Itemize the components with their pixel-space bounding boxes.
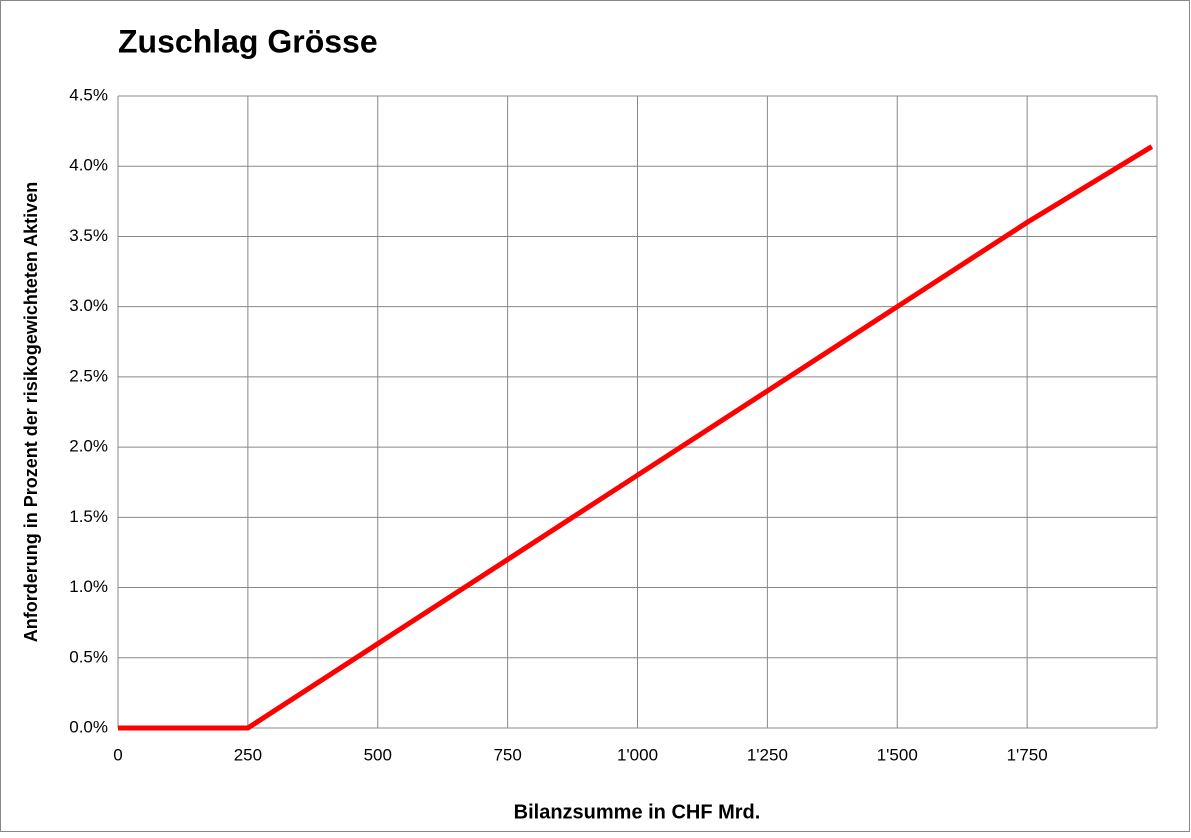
line-series <box>118 144 1154 731</box>
y-tick-label: 2.5% <box>69 366 108 385</box>
x-tick-label: 1'000 <box>617 745 658 764</box>
x-tick-label: 250 <box>234 745 262 764</box>
y-tick-label: 4.0% <box>69 156 108 175</box>
y-tick-label: 4.5% <box>69 85 108 104</box>
x-tick-label: 0 <box>113 745 122 764</box>
x-tick-label: 1'750 <box>1007 745 1048 764</box>
x-tick-label: 750 <box>493 745 521 764</box>
y-tick-label: 0.0% <box>69 717 108 736</box>
y-axis-label: Anforderung in Prozent der risikogewicht… <box>21 182 41 642</box>
chart-title: Zuschlag Grösse <box>118 23 378 59</box>
y-tick-label: 2.0% <box>69 437 108 456</box>
x-tick-label: 1'250 <box>747 745 788 764</box>
x-tick-label: 500 <box>364 745 392 764</box>
x-tick-label: 1'500 <box>877 745 918 764</box>
y-tick-label: 0.5% <box>69 647 108 666</box>
y-tick-label: 1.5% <box>69 507 108 526</box>
x-axis-label: Bilanzsumme in CHF Mrd. <box>514 801 761 823</box>
y-tick-label: 3.5% <box>69 226 108 245</box>
y-tick-label: 1.0% <box>69 577 108 596</box>
y-tick-label: 3.0% <box>69 296 108 315</box>
